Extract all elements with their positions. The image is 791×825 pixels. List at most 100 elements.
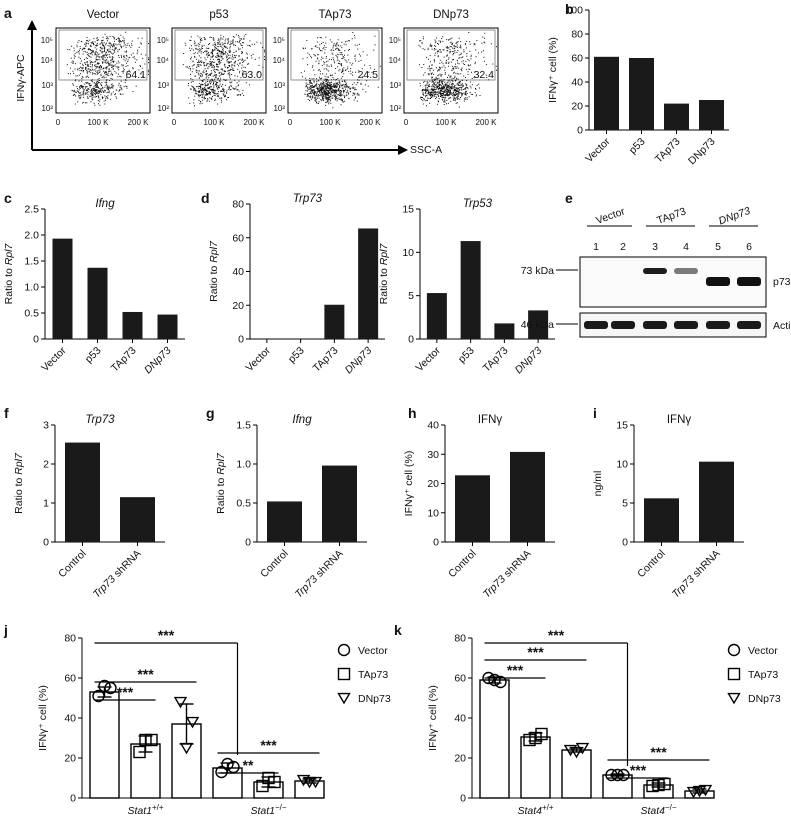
flow-y-tick: 10²	[389, 104, 401, 113]
legend-label: Vector	[748, 645, 778, 657]
category-label: DNp73	[686, 136, 718, 168]
chart-title: IFNγ	[667, 414, 692, 426]
bar-p53	[460, 241, 481, 339]
flow-y-tick: 10⁴	[273, 56, 286, 65]
category-label: TAp73	[653, 136, 683, 166]
y-axis-label: ng/ml	[592, 471, 604, 497]
significance-label: ***	[548, 627, 565, 643]
flow-x-tick: 100 K	[88, 118, 110, 127]
bar-tap73	[324, 304, 345, 339]
y-tick-label: 1.5	[24, 256, 39, 268]
blot-band-actin-label: Actin	[773, 320, 791, 332]
y-tick-label: 1.0	[236, 459, 251, 471]
flow-plot-title: TAp73	[318, 9, 351, 21]
flow-gate-percent: 32.4	[474, 69, 495, 81]
y-tick-label: 60	[232, 232, 244, 244]
flow-xlabel: SSC-A	[410, 144, 442, 156]
data-point-triangle	[337, 692, 351, 705]
flow-x-tick: 0	[288, 118, 293, 127]
y-tick-label: 1	[43, 498, 49, 510]
significance-label: ***	[527, 644, 544, 660]
y-tick-label: 15	[402, 204, 414, 216]
y-tick-label: 0	[622, 537, 628, 549]
flow-y-tick: 10⁵	[273, 36, 285, 45]
flow-y-tick: 10⁴	[41, 56, 54, 65]
blot-lane-number: 1	[593, 241, 599, 253]
blot-lane-number: 2	[620, 241, 626, 253]
flow-x-tick: 200 K	[128, 118, 150, 127]
flow-gate-percent: 64.1	[126, 69, 147, 81]
y-tick-label: 0	[408, 334, 414, 346]
y-tick-label: 60	[64, 673, 76, 685]
category-label: Vector	[39, 344, 69, 374]
legend-label: Vector	[358, 645, 388, 657]
blot-actin-band	[643, 321, 667, 329]
dot-panels: 0 20 40 60 80 IFNγ⁺ cell (%) Stat1+/+ Stat1−/− *…	[37, 627, 781, 817]
significance-label: ***	[158, 627, 175, 643]
data-point-triangle	[179, 742, 194, 755]
flow-x-tick: 0	[172, 118, 177, 127]
blot-marker-73kda: 73 kDa	[521, 265, 554, 277]
y-tick-label: 40	[64, 713, 76, 725]
y-tick-label: 0	[460, 793, 466, 805]
y-tick-label: 1.0	[24, 282, 39, 294]
category-label: DNp73	[142, 345, 174, 377]
y-tick-label: 2.0	[24, 230, 39, 242]
bar-dnp73	[157, 314, 178, 339]
bar-control	[455, 475, 490, 542]
y-tick-label: 80	[454, 633, 466, 645]
data-point-circle	[215, 765, 228, 779]
chart-title: Trp73	[85, 414, 115, 426]
flow-y-tick: 10⁴	[389, 56, 402, 65]
bar-vector-1	[479, 679, 510, 799]
category-label: TAp73	[311, 345, 341, 375]
y-tick-label: 20	[571, 101, 583, 113]
flow-plot-frame	[171, 27, 267, 114]
panel-letter-a: a	[4, 5, 12, 21]
panel-letter-h: h	[408, 405, 417, 421]
blot-lane-number: 3	[652, 241, 658, 253]
data-point-triangle	[569, 746, 584, 759]
y-tick-label: 1.5	[236, 420, 251, 432]
panel-letter-j: j	[3, 622, 8, 638]
y-tick-label: 5	[622, 498, 628, 510]
data-point-circle	[488, 673, 501, 687]
data-point-triangle	[727, 692, 741, 705]
dot-chart-j: 0 20 40 60 80 IFNγ⁺ cell (%) Stat1+/+ Stat1−/− *…	[37, 627, 391, 817]
flow-y-arrowhead	[27, 20, 37, 30]
panel-letter-i: i	[593, 405, 597, 421]
bar-chart-d2: Trp53 0 5 10 15 Ratio to Rpl7 Vector p53 TAp73 DN…	[378, 198, 555, 376]
y-tick-label: 80	[232, 199, 244, 211]
y-tick-label: 5	[408, 290, 414, 302]
category-label: Trp73 shRNA	[91, 548, 144, 601]
bar-chart-b: 0 20 40 60 80 100 IFNγ⁺ cell (%) Vector p53 TAp73…	[547, 5, 729, 168]
group-label: Stat4−/−	[640, 803, 676, 818]
bar-p53	[87, 267, 108, 339]
blot-lane-number: 5	[715, 241, 721, 253]
flow-y-tick: 10³	[389, 81, 401, 90]
panel-letter-d: d	[201, 190, 210, 206]
y-tick-label: 0	[433, 537, 439, 549]
panel-letter-c: c	[4, 190, 12, 206]
panel-letter-f: f	[4, 405, 9, 421]
blot-group-label: DNp73	[717, 205, 752, 228]
data-point-circle	[617, 768, 630, 782]
bar-trp73-shrna	[510, 451, 545, 542]
bar-chart-h: IFNγ 0 10 20 30 40 IFNγ⁺ cell (%) ControlTrp73 …	[403, 414, 555, 601]
data-point-triangle	[173, 696, 188, 709]
flow-plot-frame	[403, 27, 499, 114]
category-label: Vector	[583, 135, 613, 165]
data-point-circle	[605, 768, 618, 782]
y-axis-label: Ratio to Rpl7	[208, 240, 220, 302]
blot-p73-band	[737, 277, 761, 286]
y-tick-label: 2	[43, 459, 49, 471]
category-label: Trp73 shRNA	[670, 548, 723, 601]
y-axis-label: Ratio to Rpl7	[215, 452, 227, 514]
y-tick-label: 20	[64, 753, 76, 765]
bar-dnp73	[528, 310, 549, 339]
data-point-circle	[337, 643, 351, 657]
flow-plot-title: p53	[209, 9, 228, 21]
bar-tap73	[664, 103, 689, 130]
